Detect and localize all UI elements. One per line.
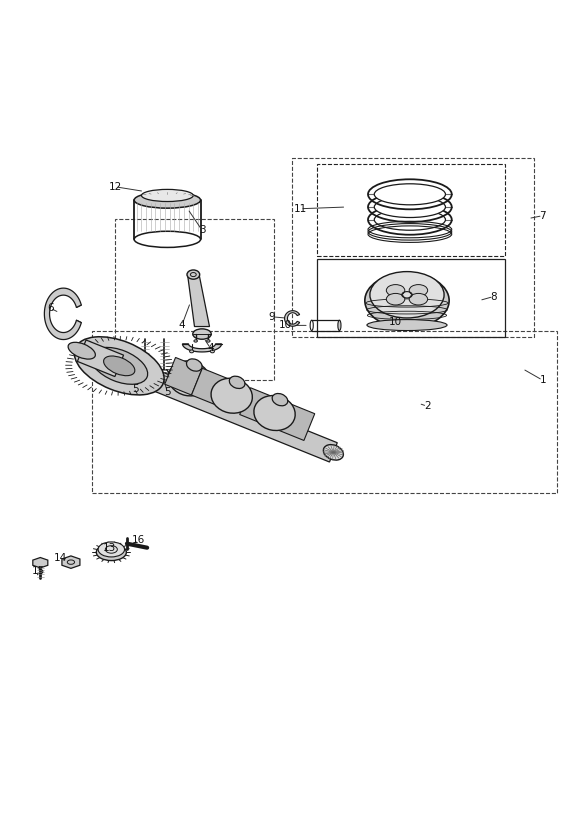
Ellipse shape bbox=[374, 196, 445, 218]
Polygon shape bbox=[285, 311, 300, 326]
Ellipse shape bbox=[206, 339, 210, 342]
Ellipse shape bbox=[75, 337, 164, 395]
Polygon shape bbox=[165, 358, 202, 395]
Polygon shape bbox=[188, 274, 209, 326]
Text: 14: 14 bbox=[54, 553, 67, 563]
Ellipse shape bbox=[409, 293, 428, 305]
Ellipse shape bbox=[367, 320, 447, 330]
Bar bbox=[318, 259, 505, 337]
Text: 5: 5 bbox=[132, 384, 139, 394]
Text: 5: 5 bbox=[164, 386, 171, 397]
Text: 12: 12 bbox=[109, 182, 122, 192]
Ellipse shape bbox=[324, 445, 343, 460]
Ellipse shape bbox=[272, 394, 288, 405]
Ellipse shape bbox=[168, 361, 209, 396]
Ellipse shape bbox=[91, 348, 147, 384]
Ellipse shape bbox=[338, 321, 341, 330]
Ellipse shape bbox=[194, 339, 198, 342]
Text: 4: 4 bbox=[178, 321, 185, 330]
Text: 6: 6 bbox=[47, 303, 54, 313]
Ellipse shape bbox=[68, 342, 96, 359]
Ellipse shape bbox=[374, 184, 445, 205]
Text: 9: 9 bbox=[268, 311, 275, 321]
Polygon shape bbox=[115, 356, 338, 462]
Ellipse shape bbox=[187, 359, 202, 371]
Text: 2: 2 bbox=[424, 401, 430, 411]
Text: 7: 7 bbox=[539, 211, 546, 221]
Polygon shape bbox=[33, 558, 48, 568]
Ellipse shape bbox=[211, 378, 252, 413]
Bar bbox=[115, 218, 274, 380]
Ellipse shape bbox=[96, 544, 127, 560]
Ellipse shape bbox=[370, 272, 444, 318]
Ellipse shape bbox=[229, 377, 245, 388]
Polygon shape bbox=[240, 388, 278, 425]
Polygon shape bbox=[78, 340, 124, 377]
Ellipse shape bbox=[187, 270, 200, 279]
Ellipse shape bbox=[104, 356, 135, 376]
Ellipse shape bbox=[189, 350, 194, 353]
Ellipse shape bbox=[98, 542, 125, 557]
Text: 3: 3 bbox=[199, 225, 205, 235]
Text: 10: 10 bbox=[389, 317, 402, 327]
Text: 16: 16 bbox=[132, 536, 145, 545]
Ellipse shape bbox=[387, 284, 405, 296]
Bar bbox=[318, 164, 505, 256]
Ellipse shape bbox=[365, 273, 449, 328]
Polygon shape bbox=[182, 344, 222, 352]
Polygon shape bbox=[191, 368, 229, 406]
Text: 11: 11 bbox=[293, 204, 307, 213]
Polygon shape bbox=[44, 288, 81, 339]
Ellipse shape bbox=[210, 350, 215, 353]
Polygon shape bbox=[277, 403, 315, 441]
Polygon shape bbox=[62, 556, 80, 569]
Text: 13: 13 bbox=[103, 543, 116, 553]
Ellipse shape bbox=[409, 284, 428, 296]
Text: 4: 4 bbox=[208, 344, 214, 353]
Text: 15: 15 bbox=[32, 566, 45, 576]
Ellipse shape bbox=[254, 396, 295, 430]
Text: 1: 1 bbox=[539, 375, 546, 386]
Ellipse shape bbox=[374, 209, 445, 230]
Bar bbox=[92, 331, 557, 493]
Text: 8: 8 bbox=[490, 292, 497, 302]
Text: 10: 10 bbox=[279, 321, 292, 330]
Bar bbox=[292, 158, 534, 337]
Ellipse shape bbox=[142, 190, 193, 202]
Ellipse shape bbox=[134, 192, 201, 208]
Ellipse shape bbox=[193, 329, 211, 339]
Ellipse shape bbox=[387, 293, 405, 305]
